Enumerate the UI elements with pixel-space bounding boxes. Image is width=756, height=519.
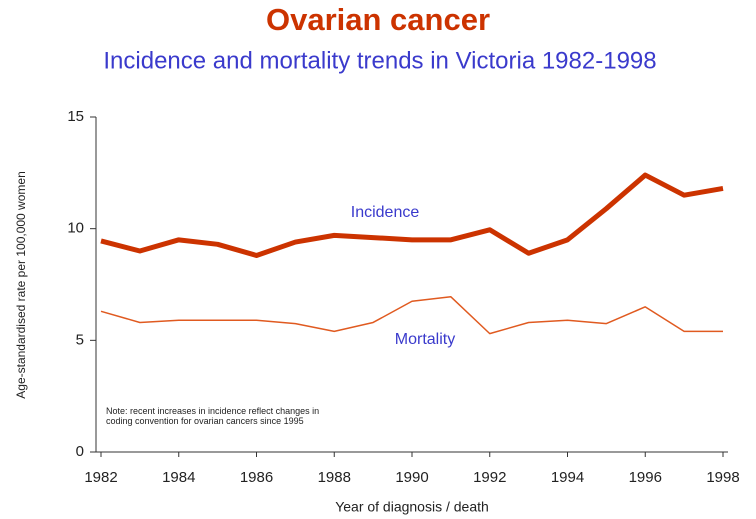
x-tick-label: 1982 [84,469,117,486]
x-tick-label: 1998 [706,469,739,486]
series-line [100,172,724,258]
y-tick-label: 10 [67,220,84,237]
chart-subtitle: Incidence and mortality trends in Victor… [103,47,656,74]
series-line [100,296,723,335]
x-tick-label: 1986 [240,469,273,486]
x-tick-label: 1984 [162,469,195,486]
y-tick-label: 15 [67,108,84,125]
series-label: Incidence [351,204,420,221]
x-axis-label: Year of diagnosis / death [335,499,489,515]
x-tick-label: 1992 [473,469,506,486]
x-tick-label: 1994 [551,469,584,486]
note: Note: recent increases in incidence refl… [106,406,320,426]
x-tick-label: 1990 [395,469,428,486]
x-tick-label: 1996 [629,469,662,486]
y-tick-label: 0 [76,443,84,460]
x-tick-label: 1988 [318,469,351,486]
y-tick-label: 5 [76,331,84,348]
chart-title: Ovarian cancer [266,2,490,37]
series-label: Mortality [395,331,455,348]
y-axis-label: Age-standardised rate per 100,000 women [14,171,28,398]
